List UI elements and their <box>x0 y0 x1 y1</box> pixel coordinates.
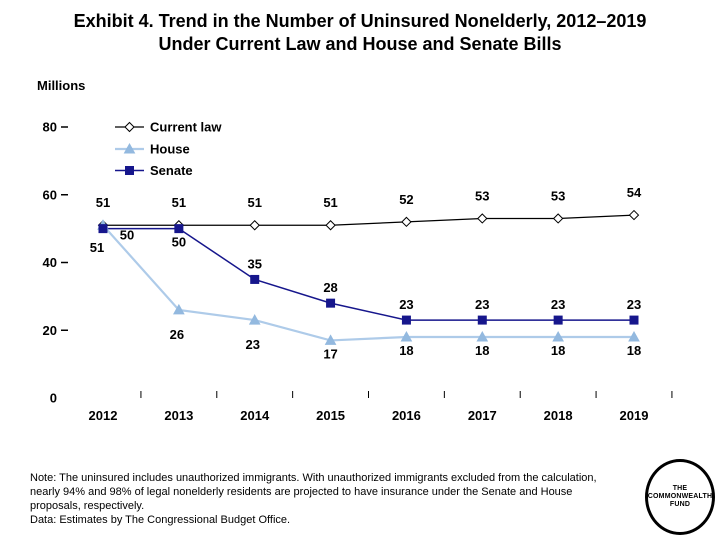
x-axis-tick-label: 2013 <box>164 408 193 423</box>
house-line <box>102 224 634 342</box>
logo-line: FUND <box>669 501 691 508</box>
current-law-marker-diamond-icon <box>249 220 260 231</box>
senate-marker-square-icon <box>629 315 639 325</box>
current-law-data-label: 53 <box>475 188 489 203</box>
house-marker-triangle-icon <box>324 334 337 345</box>
footnote-line: Note: The uninsured includes unauthorize… <box>30 472 597 484</box>
legend-triangle-icon <box>123 142 136 154</box>
y-axis-tick-label: 0 <box>50 391 57 406</box>
y-axis-tick-label: 20 <box>43 323 57 338</box>
house-data-label: 18 <box>627 343 641 358</box>
footnote-line: nearly 94% and 98% of legal nonelderly r… <box>30 486 573 498</box>
y-axis-tick-label: 40 <box>43 255 57 270</box>
commonwealth-fund-logo: THE COMMONWEALTH FUND <box>645 459 715 535</box>
current-law-data-label: 51 <box>323 195 337 210</box>
senate-marker-square-icon <box>401 315 411 325</box>
senate-marker-square-icon <box>553 315 563 325</box>
x-axis-tick-label: 2016 <box>392 408 421 423</box>
current-law-marker-diamond-icon <box>628 209 640 221</box>
house-marker-triangle-icon <box>248 314 261 325</box>
current-law-marker-diamond-icon <box>325 220 336 231</box>
current-law-data-label: 51 <box>96 195 110 210</box>
current-law-line <box>103 214 635 226</box>
y-axis-tick-label: 60 <box>43 187 57 202</box>
senate-data-label: 23 <box>551 297 565 312</box>
x-axis-tick-label: 2019 <box>620 408 649 423</box>
house-data-label: 18 <box>399 343 413 358</box>
house-data-label: 18 <box>475 343 489 358</box>
x-axis-tick-label: 2017 <box>468 408 497 423</box>
x-axis-tick-label: 2014 <box>240 408 270 423</box>
senate-data-label: 23 <box>627 297 641 312</box>
y-axis-tick-label: 80 <box>43 120 57 135</box>
x-axis-tick-label: 2015 <box>316 408 345 423</box>
senate-line <box>103 227 634 321</box>
current-law-marker-diamond-icon <box>477 213 488 224</box>
current-law-data-label: 52 <box>399 192 413 207</box>
footnote-line: proposals, respectively. <box>30 500 145 512</box>
house-marker-triangle-icon <box>628 330 640 342</box>
x-axis-tick-label: 2012 <box>89 408 118 423</box>
logo-line: THE <box>672 485 688 492</box>
senate-data-label: 50 <box>120 228 134 243</box>
senate-data-label: 23 <box>475 297 489 312</box>
y-axis-units-label: Millions <box>37 78 86 93</box>
house-marker-triangle-icon <box>552 330 564 342</box>
legend-label: Current law <box>150 120 222 135</box>
legend-label: House <box>150 142 190 157</box>
slide-title-line2: Under Current Law and House and Senate B… <box>158 34 562 54</box>
legend-label: Senate <box>150 163 193 178</box>
senate-marker-square-icon <box>174 224 184 234</box>
current-law-data-label: 54 <box>627 185 642 200</box>
senate-marker-square-icon <box>326 298 336 308</box>
senate-data-label: 35 <box>247 256 261 271</box>
house-data-label: 26 <box>170 327 184 342</box>
senate-marker-square-icon <box>250 274 260 284</box>
logo-line: COMMONWEALTH <box>647 493 713 500</box>
house-data-label: 18 <box>551 343 565 358</box>
current-law-data-label: 53 <box>551 188 565 203</box>
current-law-marker-diamond-icon <box>401 216 412 228</box>
slide-title: Exhibit 4. Trend in the Number of Uninsu… <box>0 10 720 56</box>
house-marker-triangle-icon <box>173 303 185 315</box>
x-axis-tick-label: 2018 <box>544 408 573 423</box>
current-law-data-label: 51 <box>172 195 186 210</box>
legend-diamond-icon <box>124 121 135 133</box>
senate-marker-square-icon <box>98 224 108 234</box>
footnote-line: Data: Estimates by The Congressional Bud… <box>30 514 291 526</box>
legend-square-icon <box>125 166 134 175</box>
footnote: Note: The uninsured includes unauthorize… <box>30 471 640 527</box>
senate-data-label: 23 <box>399 297 413 312</box>
house-data-label: 51 <box>90 240 104 255</box>
house-marker-triangle-icon <box>400 330 413 342</box>
senate-data-label: 50 <box>172 235 186 250</box>
current-law-data-label: 51 <box>247 195 261 210</box>
house-data-label: 17 <box>323 346 337 361</box>
current-law-marker-diamond-icon <box>552 213 564 224</box>
house-marker-triangle-icon <box>476 330 489 342</box>
slide-title-line1: Exhibit 4. Trend in the Number of Uninsu… <box>73 11 647 31</box>
senate-marker-square-icon <box>477 315 487 325</box>
senate-data-label: 28 <box>323 280 337 295</box>
house-data-label: 23 <box>245 337 259 352</box>
